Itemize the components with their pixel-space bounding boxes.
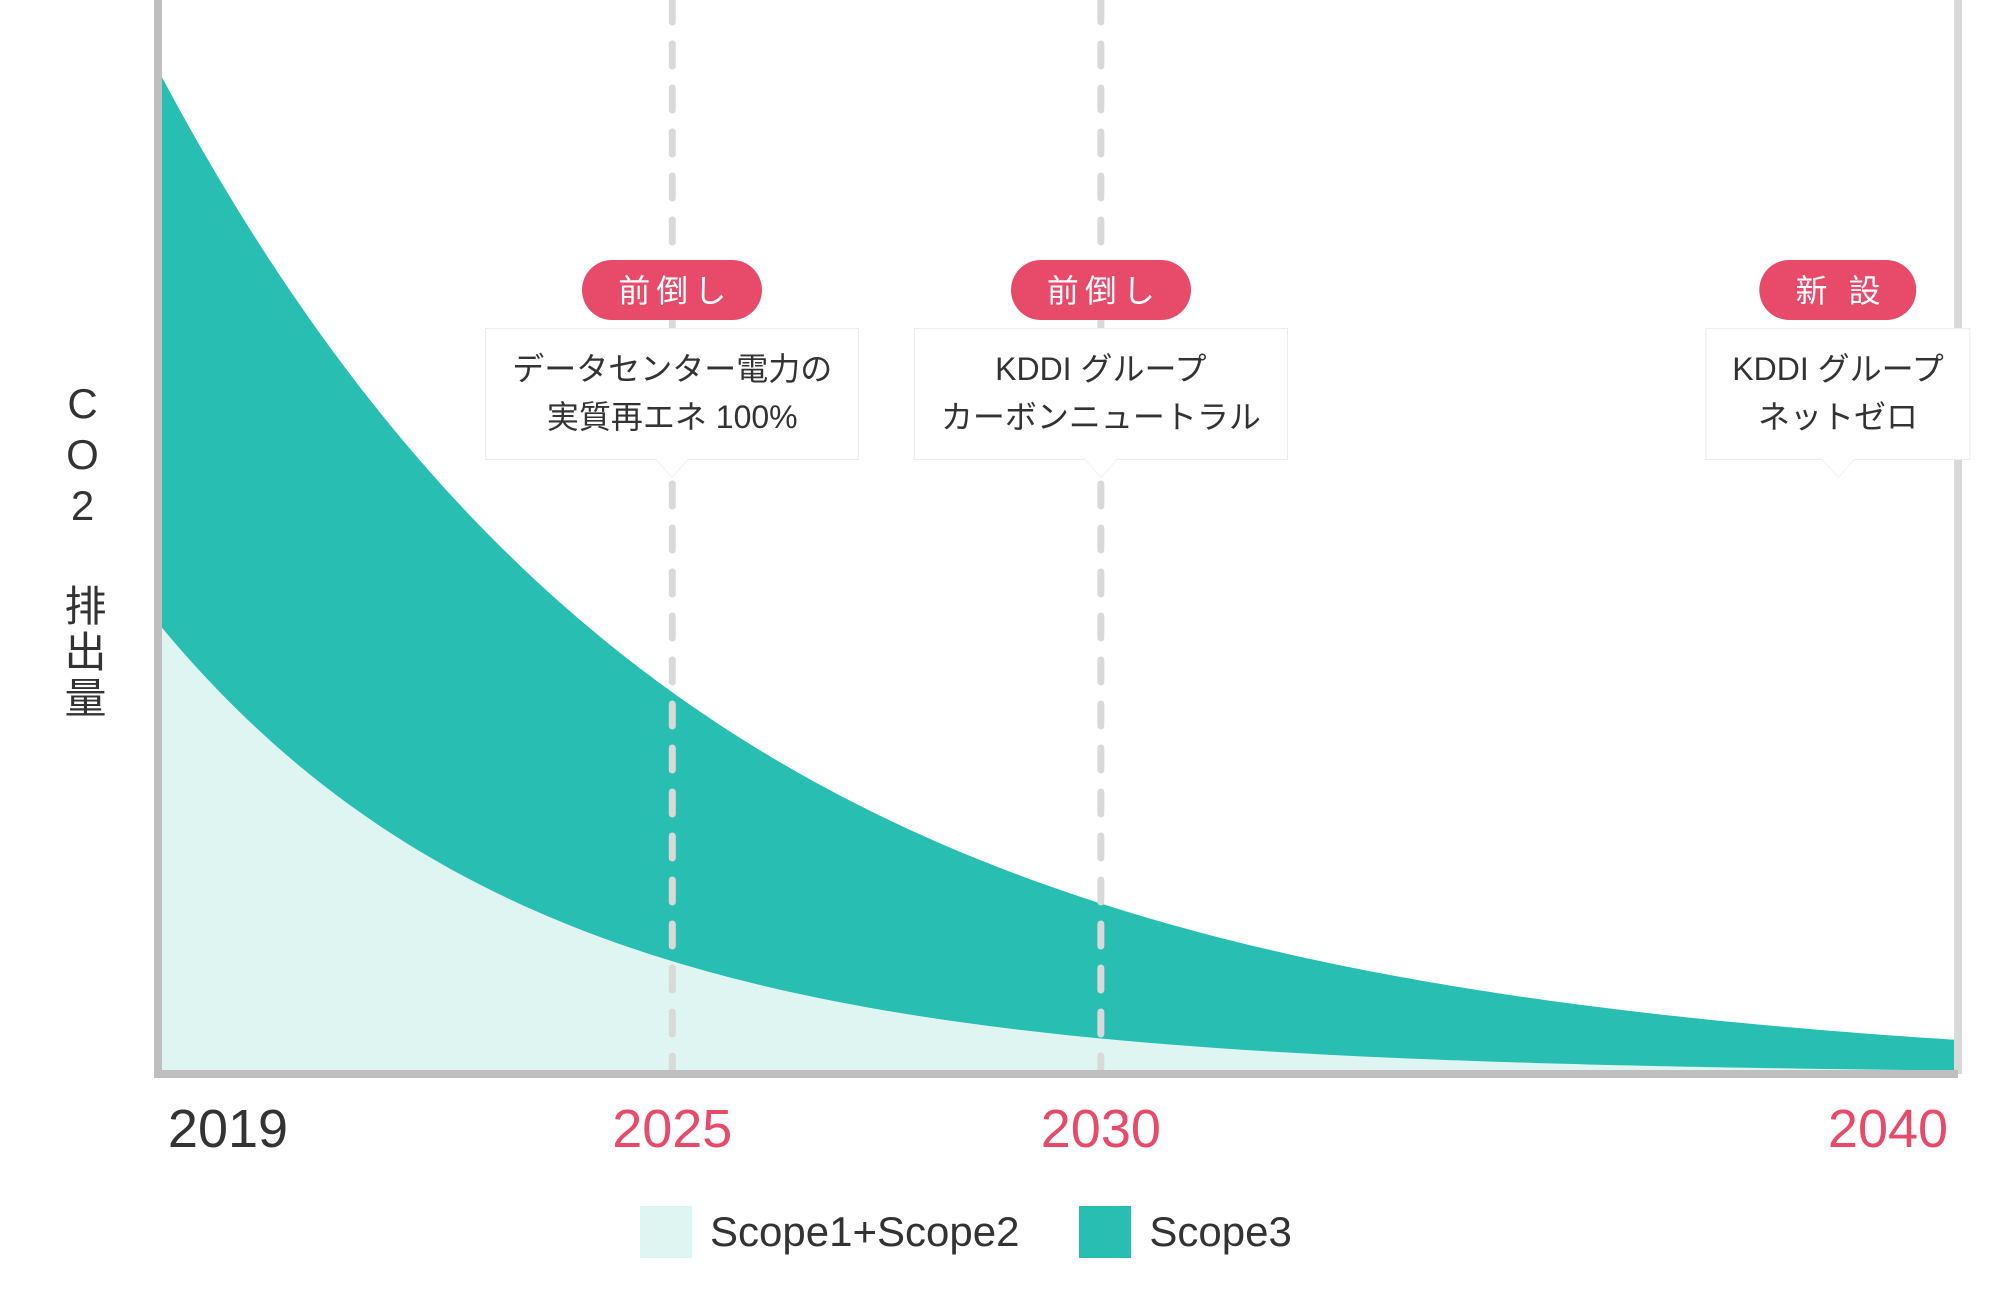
callout-text: KDDI グループカーボンニュートラル (914, 328, 1288, 460)
callout: 新 設 KDDI グループネットゼロ (1705, 260, 1970, 460)
legend-label: Scope1+Scope2 (710, 1208, 1019, 1256)
callout-line: 実質再エネ 100% (512, 393, 832, 441)
chart-svg (0, 0, 2000, 1290)
callout-pill: 新 設 (1760, 260, 1917, 320)
callout: 前倒し KDDI グループカーボンニュートラル (914, 260, 1288, 460)
x-tick: 2025 (612, 1098, 732, 1160)
callout-text: データセンター電力の実質再エネ 100% (485, 328, 859, 460)
callout-pill: 前倒し (582, 260, 762, 320)
legend-swatch (1079, 1206, 1131, 1258)
legend: Scope1+Scope2 Scope3 (640, 1206, 1292, 1258)
legend-item: Scope1+Scope2 (640, 1206, 1019, 1258)
legend-label: Scope3 (1149, 1208, 1291, 1256)
x-tick: 2019 (168, 1098, 288, 1160)
y-axis-label: CO2 排出量 (52, 380, 113, 722)
callout-pill: 前倒し (1011, 260, 1191, 320)
callout: 前倒しデータセンター電力の実質再エネ 100% (485, 260, 859, 460)
x-tick: 2030 (1041, 1098, 1161, 1160)
callout-line: KDDI グループ (941, 345, 1261, 393)
callout-line: KDDI グループ (1732, 345, 1943, 393)
callout-line: データセンター電力の (512, 345, 832, 393)
legend-swatch (640, 1206, 692, 1258)
callout-text: KDDI グループネットゼロ (1705, 328, 1970, 460)
x-tick: 2040 (1828, 1098, 1948, 1160)
legend-item: Scope3 (1079, 1206, 1291, 1258)
callout-line: ネットゼロ (1732, 393, 1943, 441)
callout-line: カーボンニュートラル (941, 393, 1261, 441)
